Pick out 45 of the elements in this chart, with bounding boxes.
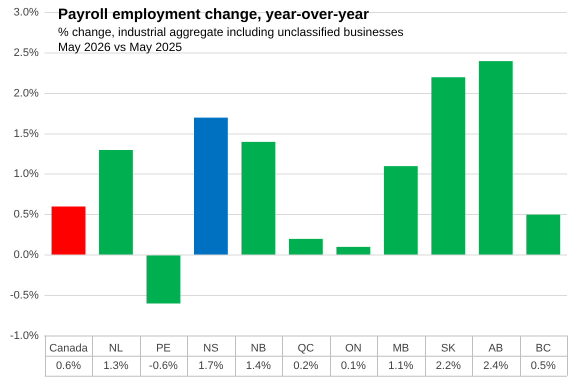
data-label: 1.4% — [246, 360, 272, 372]
x-tick-label: NB — [250, 342, 266, 354]
data-label: 2.4% — [483, 360, 509, 372]
bar — [431, 77, 466, 254]
bar — [526, 214, 560, 254]
y-tick-label: 1.0% — [14, 168, 39, 180]
bar — [52, 206, 86, 254]
y-tick-label: 2.0% — [14, 87, 39, 100]
bar — [194, 118, 228, 254]
y-tick-label: -0.5% — [10, 289, 39, 302]
y-tick-label: 2.5% — [14, 47, 39, 60]
data-label: 2.2% — [436, 360, 462, 372]
bar — [241, 142, 276, 254]
x-tick-label: AB — [488, 342, 504, 354]
data-label: 0.6% — [56, 360, 82, 372]
x-tick-label: MB — [392, 342, 410, 354]
x-tick-label: NL — [108, 342, 123, 354]
annotation: May 2026 vs May 2025 — [58, 40, 184, 54]
x-tick-label: BC — [536, 342, 551, 354]
x-tick-label: NS — [203, 342, 219, 354]
y-tick-label: 1.5% — [14, 128, 39, 140]
data-label: -0.6% — [149, 360, 178, 372]
data-label: 1.7% — [198, 360, 224, 372]
y-tick-label: 0.5% — [14, 208, 39, 221]
text: % change, industrial aggregate including unclassified businesses — [58, 25, 404, 39]
bar — [146, 256, 180, 304]
data-label: 1.3% — [103, 360, 129, 372]
bar — [288, 238, 323, 254]
bar — [99, 150, 133, 254]
chart-title: Payroll employment change, year-over-year — [58, 6, 370, 23]
data-label: 0.2% — [293, 360, 319, 372]
data-label: 0.1% — [340, 360, 366, 372]
bar — [384, 166, 418, 254]
x-tick-label: ON — [345, 342, 362, 354]
bar — [478, 61, 513, 254]
data-label: 1.1% — [388, 360, 414, 372]
x-tick-label: QC — [298, 342, 314, 354]
x-tick-label: SK — [440, 342, 456, 354]
y-tick-label: -1.0% — [10, 330, 39, 342]
data-label: 0.5% — [530, 360, 556, 372]
bar — [336, 246, 370, 254]
x-tick-label: Canada — [49, 342, 89, 354]
y-tick-label: 0.0% — [14, 249, 39, 262]
y-tick-label: 3.0% — [14, 6, 39, 19]
x-tick-label: PE — [156, 342, 171, 354]
